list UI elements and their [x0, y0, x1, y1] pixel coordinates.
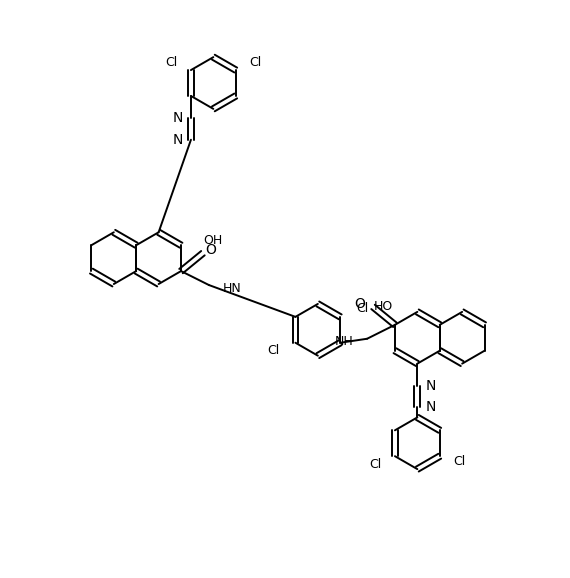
Text: N: N: [173, 111, 183, 125]
Text: O: O: [354, 297, 365, 311]
Text: NH: NH: [335, 335, 353, 348]
Text: N: N: [173, 133, 183, 147]
Text: O: O: [205, 243, 217, 257]
Text: N: N: [425, 401, 435, 414]
Text: Cl: Cl: [454, 455, 466, 468]
Text: Cl: Cl: [356, 302, 368, 316]
Text: HN: HN: [223, 281, 242, 295]
Text: Cl: Cl: [250, 55, 262, 69]
Text: N: N: [425, 379, 435, 392]
Text: Cl: Cl: [369, 458, 381, 470]
Text: HO: HO: [374, 301, 393, 313]
Text: OH: OH: [203, 234, 222, 247]
Text: Cl: Cl: [267, 344, 279, 357]
Text: Cl: Cl: [165, 55, 177, 69]
